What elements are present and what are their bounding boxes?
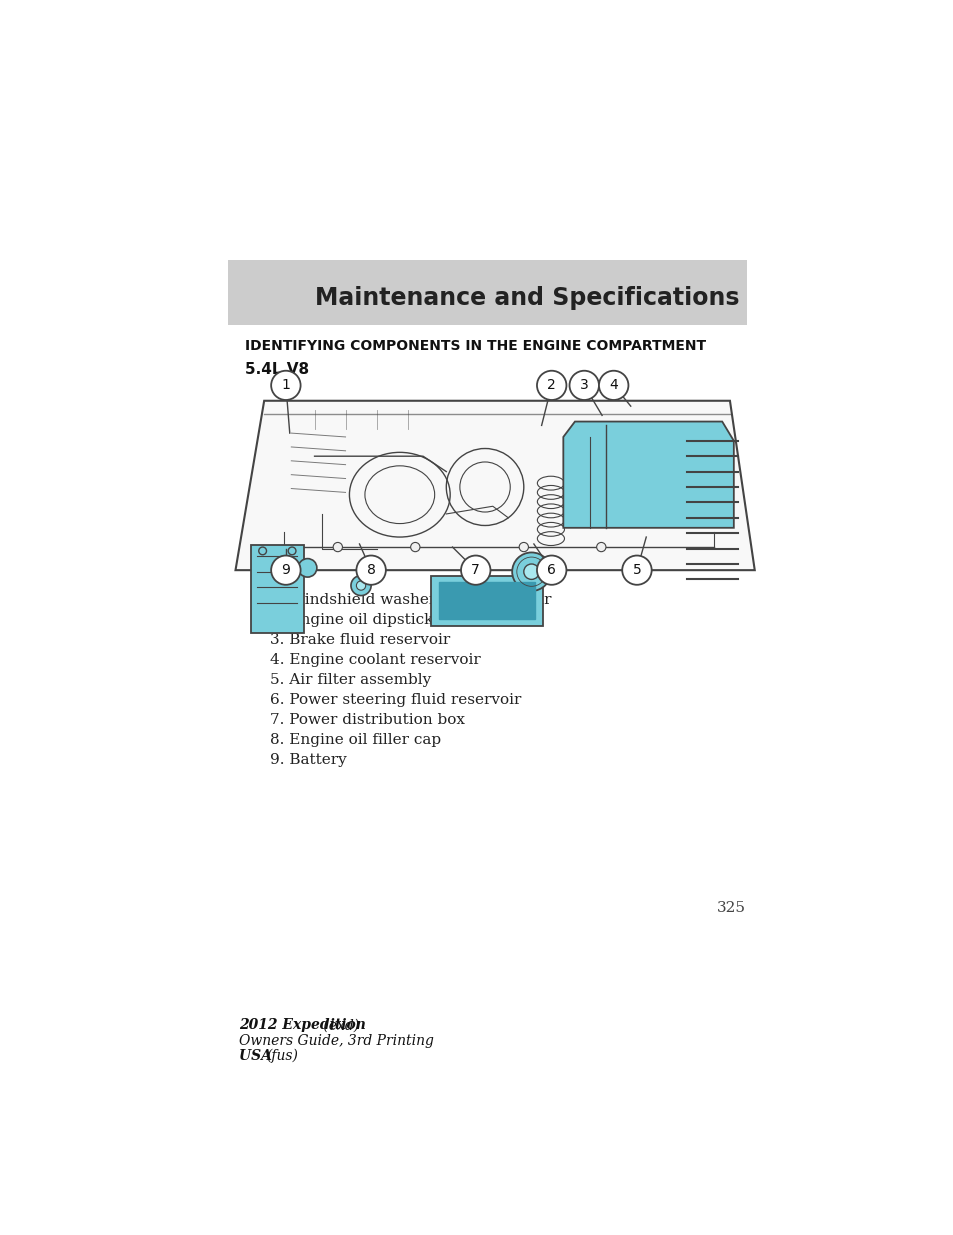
- Circle shape: [512, 552, 550, 592]
- FancyBboxPatch shape: [228, 259, 746, 325]
- Text: 5. Air filter assembly: 5. Air filter assembly: [270, 673, 431, 688]
- FancyBboxPatch shape: [431, 576, 542, 626]
- Text: 9: 9: [281, 563, 290, 577]
- Text: USA: USA: [239, 1049, 276, 1063]
- Circle shape: [410, 542, 419, 552]
- Text: Maintenance and Specifications: Maintenance and Specifications: [314, 285, 739, 310]
- Text: (fus): (fus): [266, 1049, 298, 1063]
- Text: 5.4L V8: 5.4L V8: [245, 362, 309, 377]
- Circle shape: [298, 558, 316, 577]
- Text: 1: 1: [281, 378, 290, 393]
- Text: 3. Brake fluid reservoir: 3. Brake fluid reservoir: [270, 634, 450, 647]
- Circle shape: [523, 564, 538, 579]
- Circle shape: [518, 542, 528, 552]
- Text: 4: 4: [609, 378, 618, 393]
- FancyBboxPatch shape: [251, 545, 303, 634]
- Text: IDENTIFYING COMPONENTS IN THE ENGINE COMPARTMENT: IDENTIFYING COMPONENTS IN THE ENGINE COM…: [245, 340, 705, 353]
- Text: 6: 6: [547, 563, 556, 577]
- Circle shape: [537, 556, 566, 585]
- Text: 7: 7: [471, 563, 479, 577]
- Circle shape: [288, 547, 295, 555]
- Text: 2012 Expedition: 2012 Expedition: [239, 1019, 366, 1032]
- Text: 7. Power distribution box: 7. Power distribution box: [270, 714, 465, 727]
- Text: 8. Engine oil filler cap: 8. Engine oil filler cap: [270, 734, 441, 747]
- Text: 3: 3: [579, 378, 588, 393]
- Text: 2. Engine oil dipstick: 2. Engine oil dipstick: [270, 614, 434, 627]
- Text: 9. Battery: 9. Battery: [270, 753, 347, 767]
- Circle shape: [271, 370, 300, 400]
- Polygon shape: [438, 582, 535, 620]
- Text: 8: 8: [366, 563, 375, 577]
- Text: 325: 325: [717, 902, 745, 915]
- Text: 1. Windshield washer fluid reservoir: 1. Windshield washer fluid reservoir: [270, 593, 551, 608]
- Circle shape: [460, 556, 490, 585]
- Circle shape: [596, 542, 605, 552]
- Text: 6. Power steering fluid reservoir: 6. Power steering fluid reservoir: [270, 693, 521, 708]
- Text: Owners Guide, 3rd Printing: Owners Guide, 3rd Printing: [239, 1034, 434, 1047]
- Text: 4. Engine coolant reservoir: 4. Engine coolant reservoir: [270, 653, 480, 667]
- Circle shape: [258, 547, 266, 555]
- Text: 2: 2: [547, 378, 556, 393]
- Circle shape: [537, 370, 566, 400]
- Circle shape: [621, 556, 651, 585]
- Text: 5: 5: [632, 563, 640, 577]
- Circle shape: [271, 556, 300, 585]
- Circle shape: [569, 370, 598, 400]
- Circle shape: [356, 580, 365, 590]
- Circle shape: [598, 370, 628, 400]
- Circle shape: [351, 576, 371, 595]
- Circle shape: [356, 556, 385, 585]
- Polygon shape: [235, 401, 754, 571]
- Text: (exd): (exd): [319, 1019, 359, 1032]
- Polygon shape: [562, 421, 733, 527]
- Circle shape: [333, 542, 342, 552]
